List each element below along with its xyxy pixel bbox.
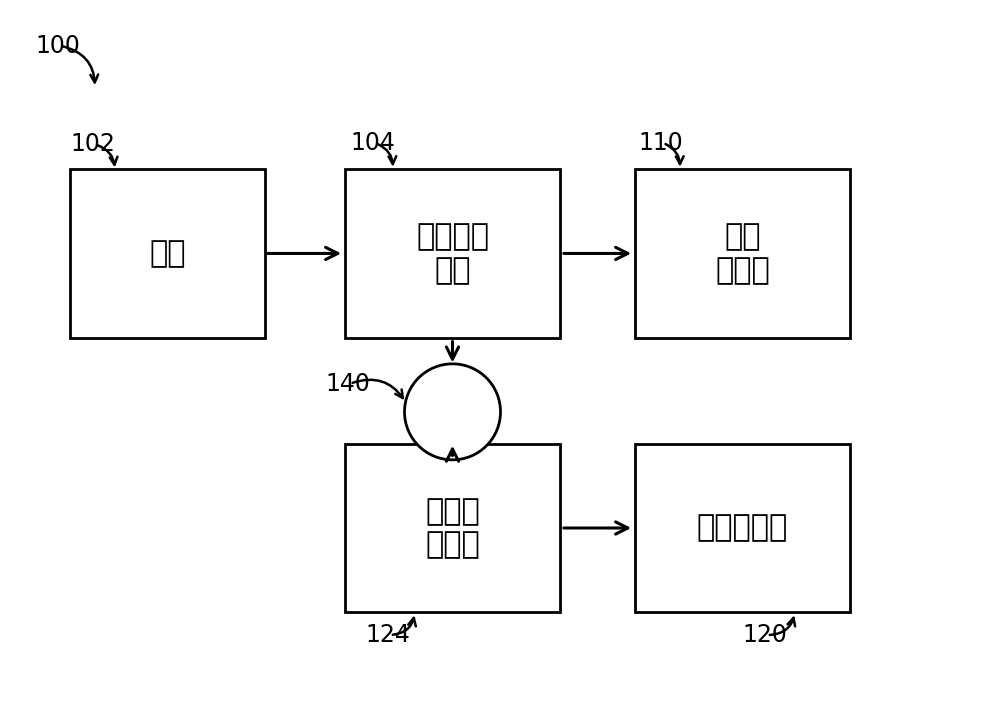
Text: 样品: 样品 [149, 239, 186, 268]
Text: 第二捕
集系统: 第二捕 集系统 [425, 497, 480, 559]
Bar [635, 444, 850, 612]
Text: 120: 120 [742, 623, 787, 647]
Text: 110: 110 [638, 131, 683, 155]
Text: 第一捕集
系统: 第一捕集 系统 [416, 222, 489, 284]
Text: 第一
检测器: 第一 检测器 [715, 222, 770, 284]
Text: 124: 124 [365, 623, 410, 647]
Text: 102: 102 [70, 132, 115, 156]
Bar [635, 169, 850, 338]
Text: 100: 100 [35, 34, 80, 58]
Bar [345, 169, 560, 338]
Ellipse shape [404, 364, 501, 460]
Text: 第二检测器: 第二检测器 [697, 513, 788, 543]
Text: 140: 140 [325, 372, 370, 396]
Bar [345, 444, 560, 612]
Bar [70, 169, 265, 338]
Text: 104: 104 [350, 131, 395, 155]
